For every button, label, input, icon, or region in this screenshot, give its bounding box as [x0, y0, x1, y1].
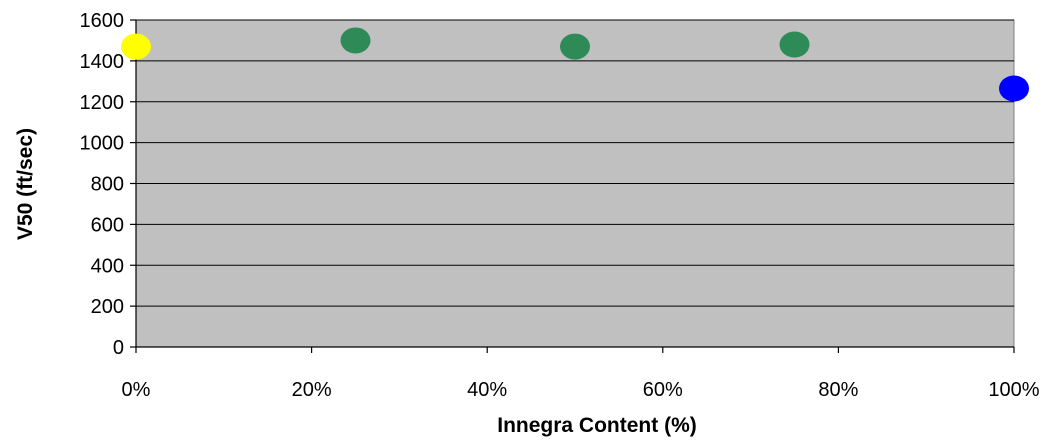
- y-tick-label: 1200: [80, 92, 125, 114]
- y-tick-label: 0: [113, 337, 124, 359]
- data-point: [999, 75, 1029, 102]
- y-tick-label: 1600: [80, 10, 125, 32]
- x-tick-label: 0%: [122, 379, 151, 401]
- y-axis-title: V50 (ft/sec): [14, 128, 37, 240]
- x-tick-label: 100%: [988, 379, 1039, 401]
- x-tick-label: 40%: [467, 379, 507, 401]
- x-tick-label: 60%: [643, 379, 683, 401]
- x-axis-title: Innegra Content (%): [497, 414, 697, 437]
- x-tick-label: 80%: [818, 379, 858, 401]
- y-tick-label: 400: [91, 255, 124, 277]
- data-points: [121, 27, 1029, 102]
- y-axis-ticks: 0 200 400 600 800 1000 1200 1400 1600: [80, 10, 136, 359]
- y-tick-label: 200: [91, 296, 124, 318]
- y-tick-label: 1400: [80, 51, 125, 73]
- gridlines: [136, 19, 1014, 307]
- y-tick-label: 800: [91, 174, 124, 196]
- data-point: [340, 27, 371, 54]
- x-tick-label: 20%: [292, 379, 332, 401]
- y-tick-label: 1000: [80, 133, 125, 155]
- data-point: [779, 31, 810, 58]
- x-axis-ticks: 0% 20% 40% 60% 80% 100%: [122, 347, 1040, 401]
- data-point: [121, 33, 151, 60]
- y-tick-label: 600: [91, 214, 124, 236]
- data-point: [560, 33, 590, 60]
